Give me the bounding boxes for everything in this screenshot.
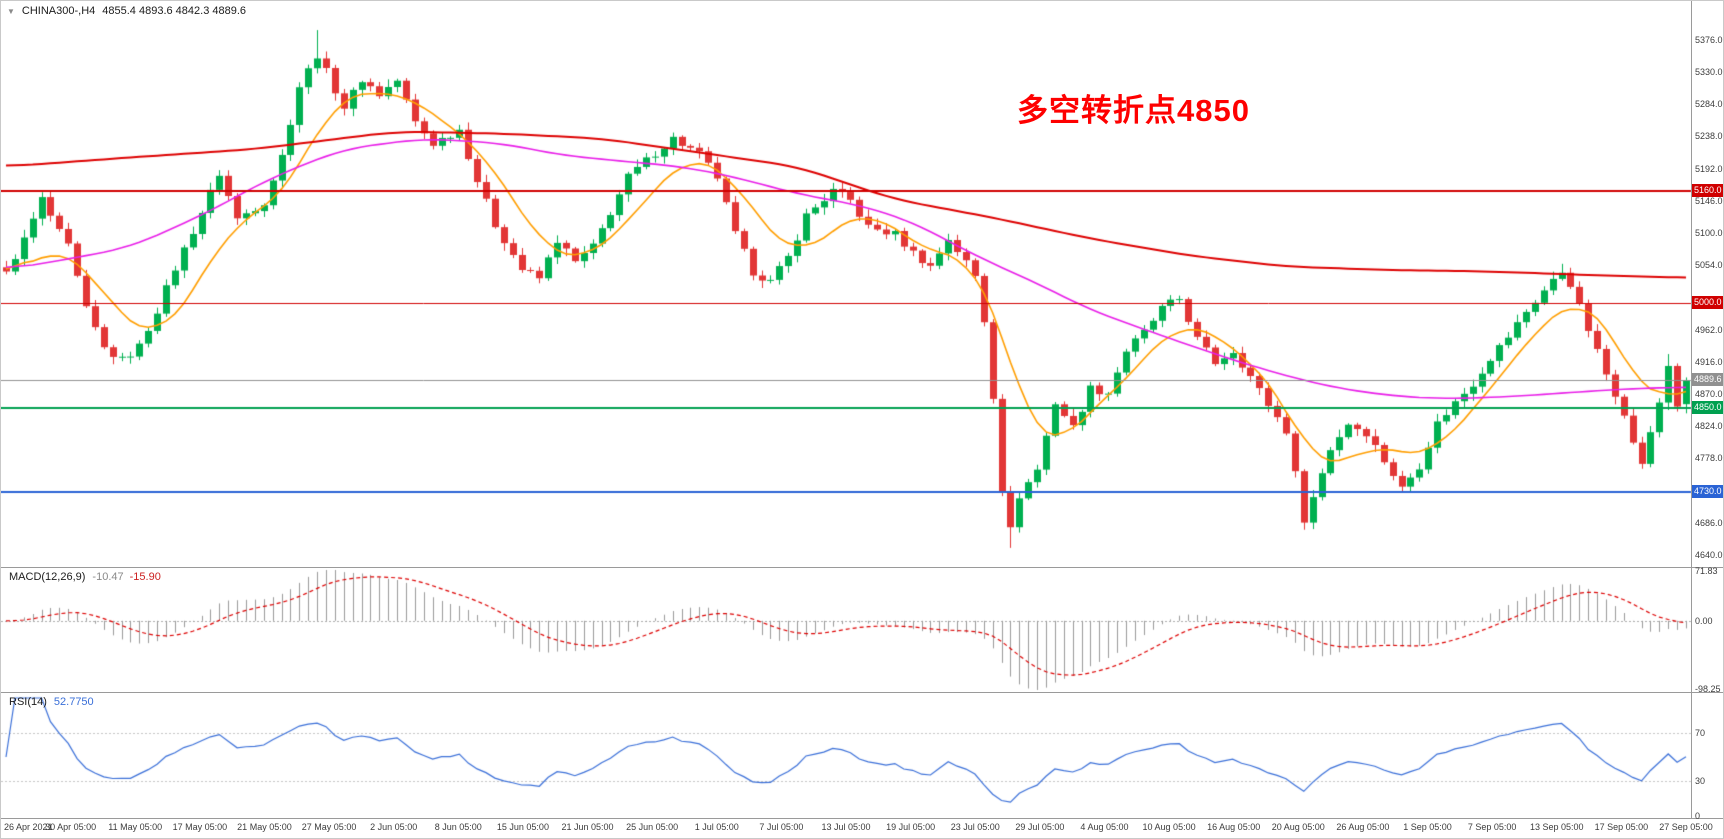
time-axis-label: 7 Sep 05:00 [1467, 822, 1517, 832]
time-axis-label: 1 Jul 05:00 [694, 822, 739, 832]
macd-panel-canvas[interactable] [1, 567, 1723, 692]
symbol-period-label: CHINA300-,H4 [21, 5, 96, 17]
time-axis-label: 26 Apr 2021 [4, 822, 53, 832]
time-axis-label: 27 Sep 05:00 [1659, 822, 1713, 832]
time-axis-label: 2 Jun 05:00 [370, 822, 418, 832]
rsi-axis-tick: 30 [1695, 775, 1706, 786]
price-level-badge[interactable]: 4889.6 [1692, 373, 1723, 387]
time-axis-separator [1, 818, 1723, 819]
macd-axis-tick: 71.83 [1695, 566, 1718, 576]
rsi-panel-canvas[interactable] [1, 692, 1723, 818]
price-level-badge[interactable]: 5160.0 [1692, 184, 1723, 198]
time-axis-label: 13 Jul 05:00 [821, 822, 871, 832]
price-axis-tick: 4640.0 [1695, 549, 1723, 560]
macd-rsi-separator[interactable] [1, 692, 1723, 693]
time-axis-label: 10 Aug 05:00 [1142, 822, 1196, 832]
price-level-badge[interactable]: 4850.0 [1692, 400, 1723, 414]
time-axis-label: 17 May 05:00 [172, 822, 228, 832]
time-axis-label: 1 Sep 05:00 [1403, 822, 1452, 832]
ohlc-values-label: 4855.4 4893.6 4842.3 4889.6 [102, 5, 247, 17]
macd-axis-tick: -98.25 [1695, 684, 1721, 694]
time-axis-label: 27 May 05:00 [301, 822, 357, 832]
price-axis-tick: 4686.0 [1695, 517, 1723, 528]
time-axis-label: 21 May 05:00 [237, 822, 292, 832]
price-macd-separator[interactable] [1, 567, 1723, 568]
chart-symbol-header: ▼ CHINA300-,H4 4855.4 4893.6 4842.3 4889… [7, 5, 246, 17]
time-axis-label: 30 Apr 05:00 [45, 822, 97, 832]
time-axis-label: 29 Jul 05:00 [1015, 822, 1065, 832]
collapse-triangle-icon[interactable]: ▼ [7, 6, 15, 16]
price-axis-tick: 5192.0 [1695, 163, 1723, 174]
price-axis-tick: 5284.0 [1695, 99, 1723, 110]
price-axis-tick: 4824.0 [1695, 421, 1723, 432]
price-axis-separator [1691, 1, 1692, 818]
macd-main-value: -10.47 [92, 571, 124, 583]
price-level-badge[interactable]: 5000.0 [1692, 295, 1723, 309]
macd-indicator-label: MACD(12,26,9) -10.47 -15.90 [9, 571, 161, 583]
price-axis-tick: 4916.0 [1695, 356, 1723, 367]
price-axis-tick: 5054.0 [1695, 260, 1723, 271]
price-axis-tick: 5330.0 [1695, 67, 1723, 78]
time-axis-label: 15 Jun 05:00 [496, 822, 549, 832]
price-axis-tick: 4962.0 [1695, 324, 1723, 335]
time-axis-label: 16 Aug 05:00 [1207, 822, 1261, 832]
time-axis-label: 11 May 05:00 [108, 822, 163, 832]
time-axis-label: 19 Jul 05:00 [886, 822, 936, 832]
price-chart-canvas[interactable] [1, 1, 1723, 567]
time-axis-label: 17 Sep 05:00 [1594, 822, 1649, 832]
rsi-name: RSI(14) [9, 696, 47, 708]
price-axis-tick: 4778.0 [1695, 453, 1723, 464]
rsi-axis-tick: 70 [1695, 728, 1706, 739]
chart-annotation: 多空转折点4850 [1017, 93, 1250, 128]
time-axis-label: 20 Aug 05:00 [1271, 822, 1325, 832]
price-axis-tick: 5238.0 [1695, 131, 1723, 142]
price-axis-tick: 5100.0 [1695, 228, 1723, 239]
macd-axis-tick: 0.00 [1695, 615, 1713, 626]
time-axis-label: 25 Jun 05:00 [626, 822, 679, 832]
time-axis-label: 8 Jun 05:00 [434, 822, 482, 832]
time-axis-label: 21 Jun 05:00 [561, 822, 614, 832]
macd-signal-value: -15.90 [129, 571, 161, 583]
time-axis-label: 7 Jul 05:00 [759, 822, 804, 832]
time-axis-label: 13 Sep 05:00 [1529, 822, 1584, 832]
time-axis-label: 23 Jul 05:00 [950, 822, 1000, 832]
macd-name: MACD(12,26,9) [9, 571, 86, 583]
rsi-indicator-label: RSI(14) 52.7750 [9, 696, 94, 708]
price-level-badge[interactable]: 4730.0 [1692, 484, 1723, 498]
rsi-value: 52.7750 [53, 696, 94, 708]
time-axis-label: 26 Aug 05:00 [1336, 822, 1390, 832]
rsi-axis-tick: 0 [1695, 811, 1701, 821]
price-axis-tick: 5376.0 [1695, 34, 1723, 45]
price-axis-tick: 5146.0 [1695, 195, 1723, 206]
price-axis-tick: 4870.0 [1695, 388, 1723, 399]
time-axis-label: 4 Aug 05:00 [1080, 822, 1129, 832]
